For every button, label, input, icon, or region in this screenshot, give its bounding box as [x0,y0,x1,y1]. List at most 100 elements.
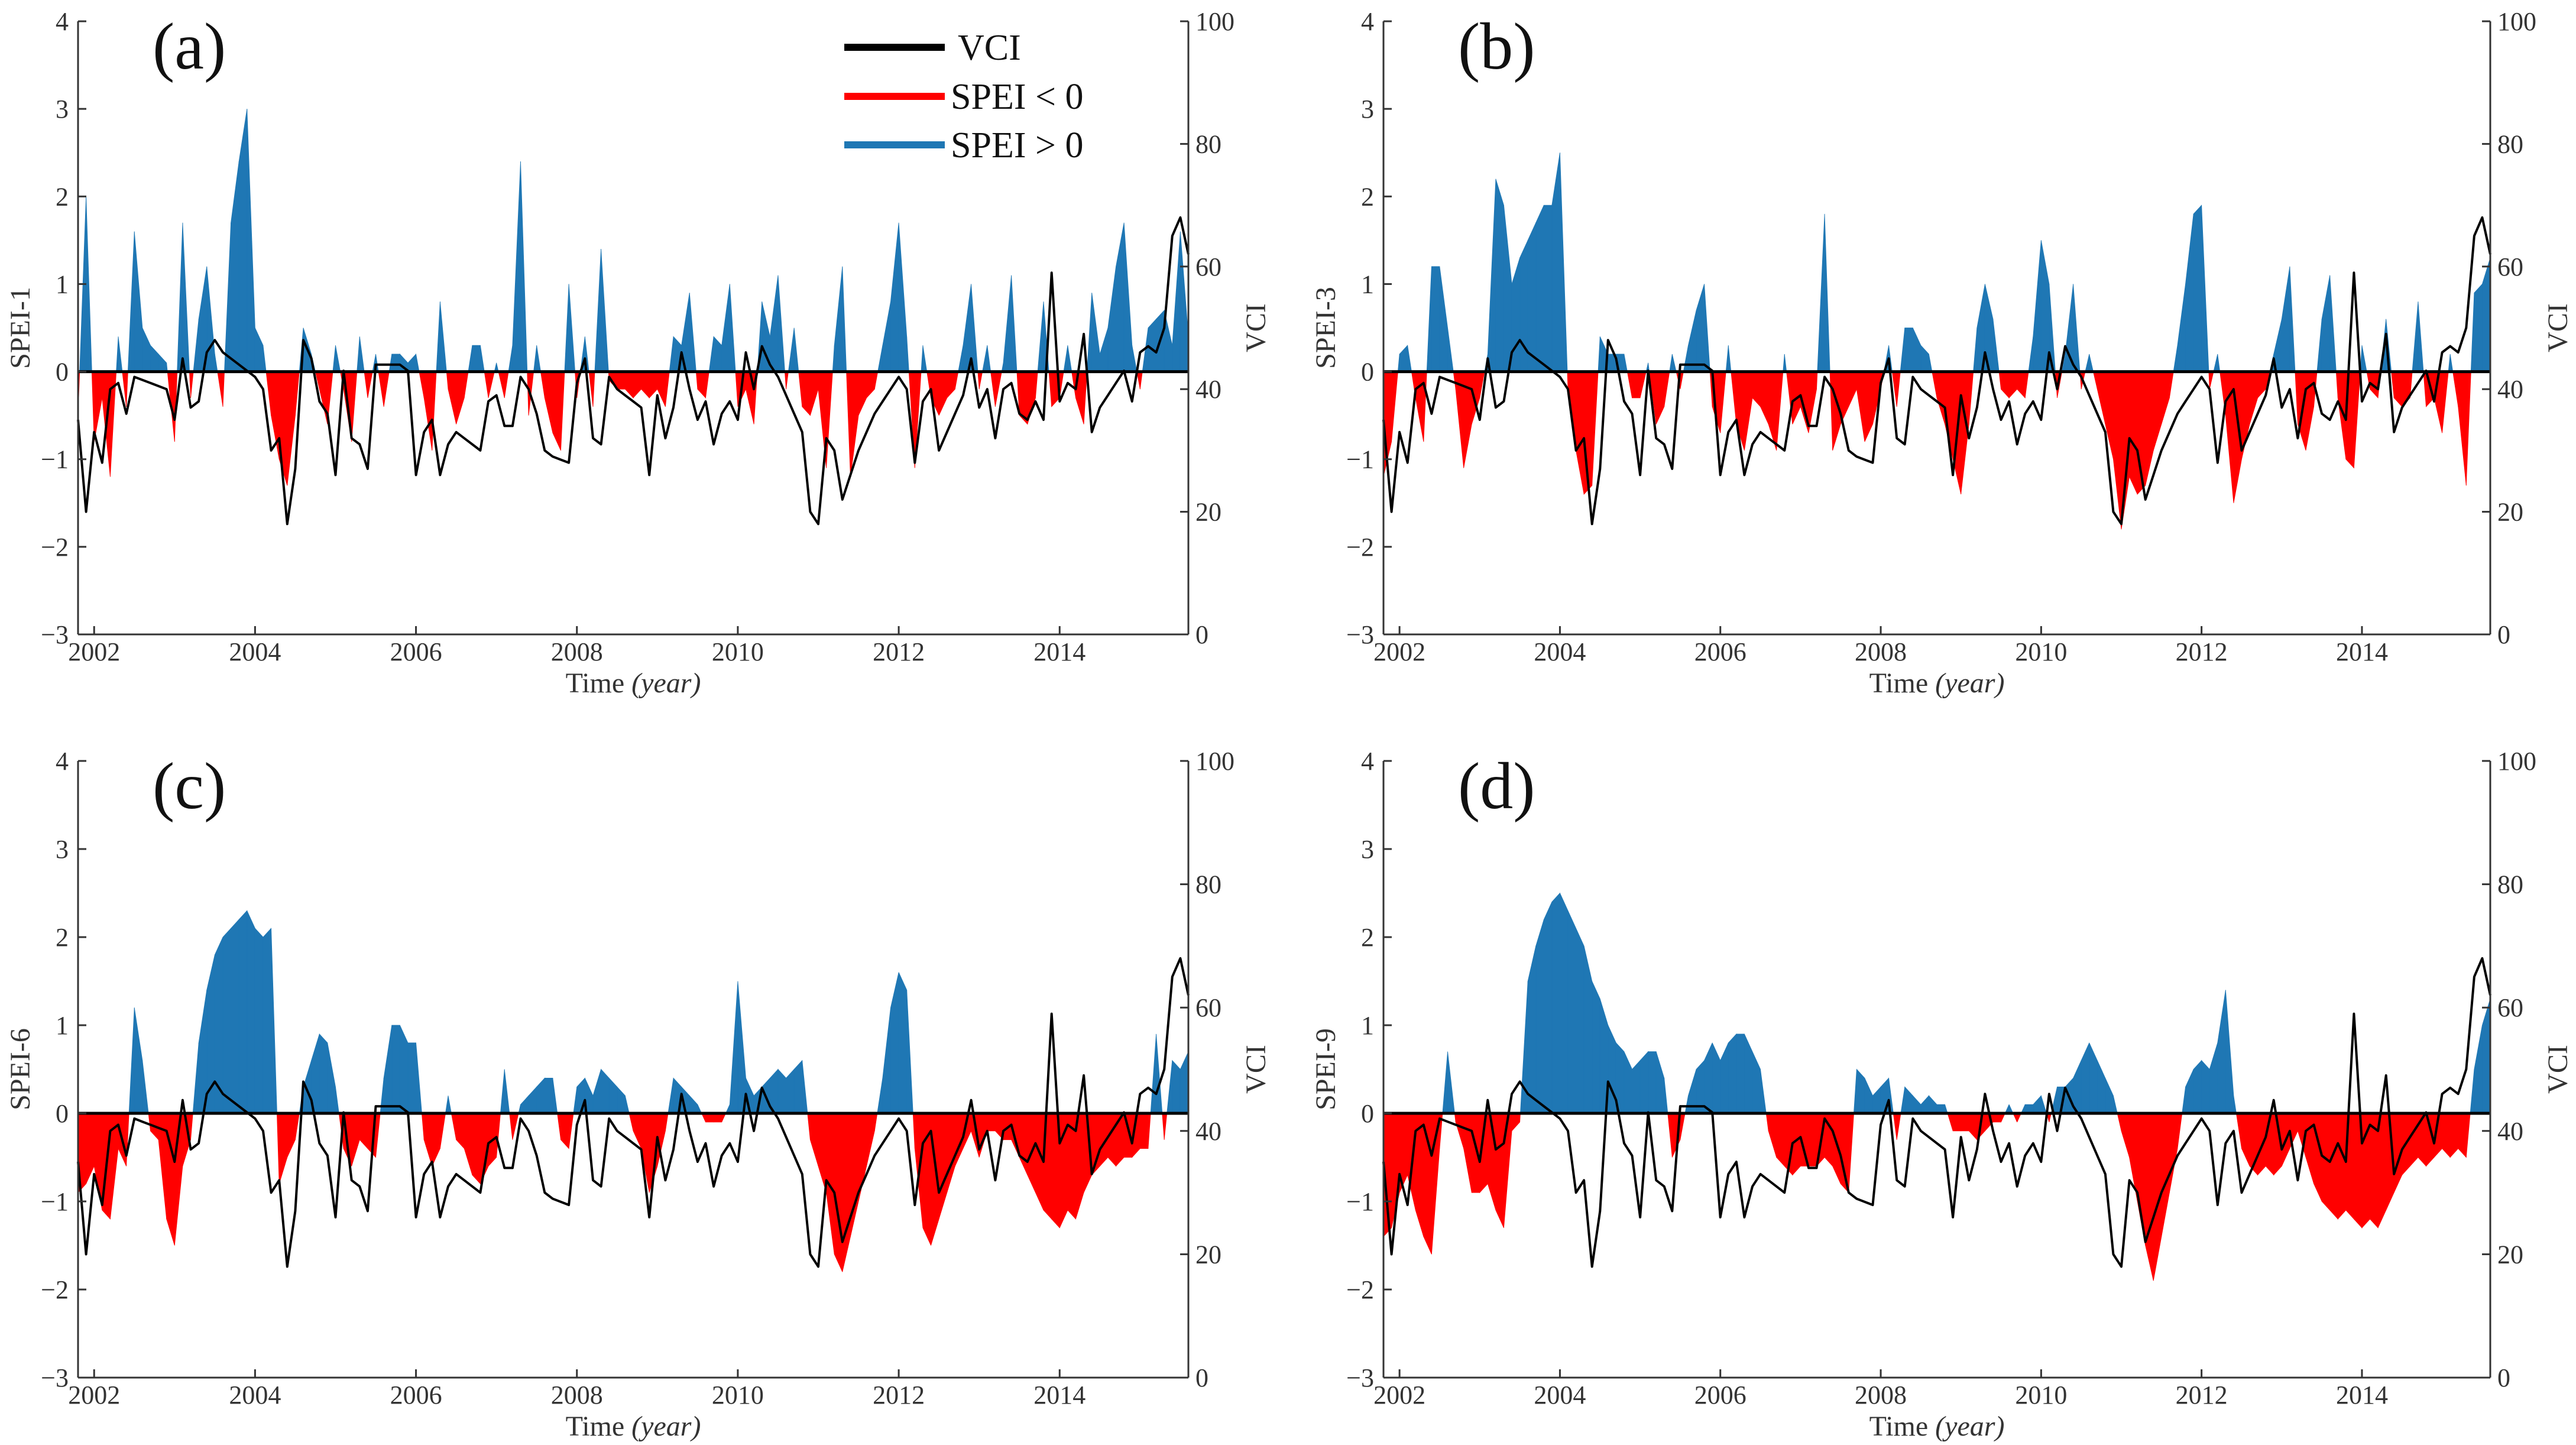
spei-positive-area [842,266,847,372]
spei-positive-area [2217,354,2221,372]
x-tick-label: 2014 [1033,637,1086,666]
spei-positive-area [2089,354,2094,372]
spei-negative-area [1932,371,1937,398]
spei-positive-area [271,928,277,1114]
spei-positive-area [399,1025,409,1114]
spei-negative-area [2305,1113,2314,1184]
spei-negative-area [1776,371,1784,451]
spei-positive-area [1624,354,1628,372]
spei-positive-area [327,1042,336,1114]
spei-positive-area [2193,1060,2202,1114]
spei-negative-area [954,371,959,390]
spei-negative-area [1680,371,1684,390]
spei-positive-area [1123,222,1133,372]
x-tick-label: 2012 [2176,1381,2228,1410]
spei-negative-area [947,371,955,399]
spei-negative-area [2465,371,2471,486]
spei-negative-area [217,371,223,407]
left-axis-title: SPEI-3 [1310,287,1342,369]
spei-positive-area [573,1087,578,1114]
spei-positive-area [1624,1051,1632,1114]
spei-negative-area [798,371,803,407]
spei-negative-area [649,371,658,399]
spei-positive-area [150,345,159,372]
spei-negative-area [1655,371,1665,425]
spei-positive-area [1180,1051,1189,1114]
spei-negative-area [1936,371,1945,425]
spei-positive-area [1535,205,1544,372]
spei-negative-area [1632,371,1641,398]
spei-negative-area [2337,1113,2347,1220]
spei-positive-area [1067,345,1072,372]
spei-positive-area [1148,318,1156,372]
spei-positive-area [2233,1096,2237,1114]
spei-positive-area [1447,1051,1455,1114]
spei-negative-area [2423,371,2426,407]
spei-positive-area [1900,1087,1906,1114]
spei-negative-area [560,1113,569,1149]
spei-negative-area [2001,371,2010,399]
x-tick-label: 2010 [2015,1381,2067,1410]
spei-positive-area [407,353,416,372]
spei-negative-area [1423,1113,1432,1255]
spei-positive-area [231,919,239,1114]
spei-negative-area [1998,371,2001,390]
vci-line [77,957,1190,1268]
spei-negative-area [2353,371,2361,468]
spei-positive-area [1156,1033,1163,1114]
left-tick-label: −2 [41,1275,69,1304]
x-tick-label: 2002 [68,637,120,666]
spei-positive-area [1107,266,1116,372]
spei-negative-area [1680,1113,1686,1140]
spei-positive-area [2329,275,2337,372]
spei-positive-area [877,1078,883,1114]
spei-positive-area [1567,911,1576,1114]
spei-negative-area [1752,371,1761,407]
spei-positive-area [2097,1060,2106,1114]
spei-negative-area [987,1113,996,1132]
spei-positive-area [2201,205,2209,372]
spei-positive-area [357,336,360,372]
spei-negative-area [1848,1113,1854,1193]
spei-negative-area [351,1113,360,1167]
right-tick-label: 40 [1195,1117,1221,1146]
spei-positive-area [1725,345,1729,372]
spei-negative-area [1731,371,1737,425]
spei-positive-area [2281,266,2290,372]
spei-positive-area [1442,1051,1448,1114]
right-tick-label: 80 [2497,870,2523,899]
spei-negative-area [1736,371,1745,451]
x-axis-title-main: Time [1869,668,1936,699]
spei-positive-area [1426,266,1432,372]
x-axis-title-unit: (year) [1935,1411,2004,1442]
spei-positive-area [802,1060,808,1114]
spei-positive-area [192,1042,199,1114]
spei-negative-area [1455,1113,1464,1149]
spei-negative-area [1829,371,1833,451]
spei-negative-area [2161,371,2170,425]
spei-negative-area [2137,1113,2146,1246]
spei-positive-area [721,284,730,372]
spei-positive-area [2193,205,2202,372]
spei-negative-area [1107,1113,1116,1167]
x-tick-label: 2004 [229,637,281,666]
spei-positive-area [2321,275,2331,372]
x-tick-label: 2010 [2015,637,2067,666]
spei-negative-area [1035,371,1038,398]
spei-positive-area [1504,205,1512,372]
spei-negative-area [456,1113,465,1149]
spei-positive-area [468,345,473,372]
spei-positive-area [1551,153,1560,372]
spei-negative-area [222,371,225,407]
left-tick-label: 2 [1361,923,1374,952]
spei-negative-area [446,371,449,390]
spei-positive-area [2073,284,2081,372]
spei-negative-area [2465,1113,2471,1158]
spei-positive-area [383,1025,393,1114]
spei-positive-area [1399,345,1408,372]
spei-positive-area [1407,345,1412,372]
spei-positive-area [922,345,928,372]
left-tick-label: 3 [1361,95,1374,124]
spei-positive-area [890,222,899,372]
